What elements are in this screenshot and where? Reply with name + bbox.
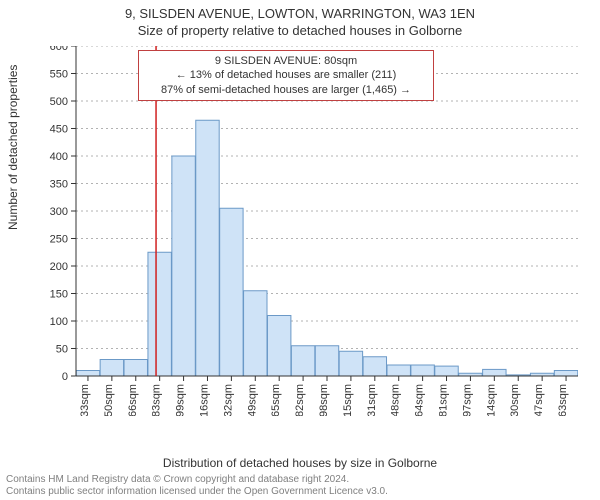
svg-text:363sqm: 363sqm xyxy=(557,384,569,416)
svg-text:300: 300 xyxy=(50,206,68,218)
chart-svg: 0 50 100 150 200 250 300 350 400 450 500 550 600 33sq… xyxy=(48,46,578,416)
x-axis-label: Distribution of detached houses by size … xyxy=(0,456,600,470)
svg-text:50: 50 xyxy=(56,344,68,356)
histogram-chart: 0 50 100 150 200 250 300 350 400 450 500 550 600 33sq… xyxy=(48,46,578,416)
svg-text:281sqm: 281sqm xyxy=(438,384,450,416)
callout-line1: 9 SILSDEN AVENUE: 80sqm xyxy=(145,54,427,68)
y-axis-label: Number of detached properties xyxy=(6,65,20,230)
title-line2: Size of property relative to detached ho… xyxy=(0,23,600,40)
svg-text:330sqm: 330sqm xyxy=(509,384,521,416)
svg-text:165sqm: 165sqm xyxy=(270,384,282,416)
svg-text:600: 600 xyxy=(50,46,68,53)
svg-text:83sqm: 83sqm xyxy=(151,384,163,416)
svg-text:33sqm: 33sqm xyxy=(79,384,91,416)
svg-text:231sqm: 231sqm xyxy=(366,384,378,416)
footer-line1: Contains HM Land Registry data © Crown c… xyxy=(6,474,388,486)
svg-text:182sqm: 182sqm xyxy=(294,384,306,416)
svg-text:248sqm: 248sqm xyxy=(390,384,402,416)
svg-text:200: 200 xyxy=(50,261,68,273)
svg-text:66sqm: 66sqm xyxy=(127,384,139,416)
svg-text:250: 250 xyxy=(50,234,68,246)
svg-text:100: 100 xyxy=(50,316,68,328)
svg-text:550: 550 xyxy=(50,69,68,81)
svg-text:347sqm: 347sqm xyxy=(533,384,545,416)
svg-text:450: 450 xyxy=(50,124,68,136)
svg-text:149sqm: 149sqm xyxy=(246,384,258,416)
marker-callout: 9 SILSDEN AVENUE: 80sqm ← 13% of detache… xyxy=(138,50,434,101)
svg-text:350: 350 xyxy=(50,179,68,191)
title-line1: 9, SILSDEN AVENUE, LOWTON, WARRINGTON, W… xyxy=(0,6,600,23)
svg-text:264sqm: 264sqm xyxy=(414,384,426,416)
callout-line3: 87% of semi-detached houses are larger (… xyxy=(145,83,427,97)
svg-text:215sqm: 215sqm xyxy=(342,384,354,416)
svg-text:314sqm: 314sqm xyxy=(485,384,497,416)
svg-text:297sqm: 297sqm xyxy=(461,384,473,416)
svg-text:400: 400 xyxy=(50,151,68,163)
svg-text:99sqm: 99sqm xyxy=(175,384,187,416)
chart-title: 9, SILSDEN AVENUE, LOWTON, WARRINGTON, W… xyxy=(0,0,600,40)
svg-text:150: 150 xyxy=(50,289,68,301)
footer-credits: Contains HM Land Registry data © Crown c… xyxy=(6,474,388,498)
callout-line2: ← 13% of detached houses are smaller (21… xyxy=(145,68,427,82)
svg-text:116sqm: 116sqm xyxy=(198,384,210,416)
footer-line2: Contains public sector information licen… xyxy=(6,486,388,498)
svg-text:50sqm: 50sqm xyxy=(103,384,115,416)
svg-text:500: 500 xyxy=(50,96,68,108)
svg-text:132sqm: 132sqm xyxy=(222,384,234,416)
svg-text:198sqm: 198sqm xyxy=(318,384,330,416)
svg-text:0: 0 xyxy=(62,371,68,383)
